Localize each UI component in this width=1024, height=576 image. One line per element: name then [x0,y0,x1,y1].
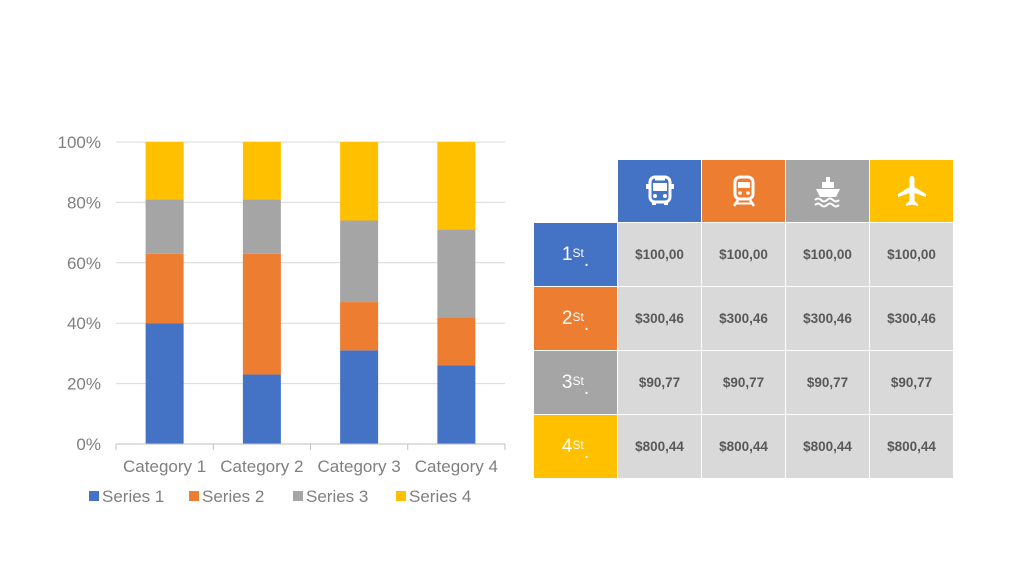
row-dot: . [583,249,590,271]
airplane-icon [895,174,929,208]
bar-segment [437,365,476,444]
price-cell: $800,44 [870,415,953,478]
row-number: 3 [561,371,573,393]
bar-segment [437,142,476,230]
price-cell: $800,44 [786,415,869,478]
price-cell: $300,46 [870,287,953,350]
x-tick-label: Category 2 [220,457,303,476]
x-tick-label: Category 1 [123,457,206,476]
y-tick-label: 0% [76,435,101,454]
price-cell: $100,00 [618,223,701,286]
row-suffix: St [572,245,584,260]
row-number: 4 [561,435,573,457]
y-tick-label: 40% [67,314,101,333]
row-header-3: 3 St. [534,351,617,414]
row-number: 1 [561,243,573,265]
airplane-column-header [870,160,953,222]
bus-column-header [618,160,701,222]
bar-segment [340,350,379,444]
y-tick-label: 20% [67,375,101,394]
row-header-4: 4 St. [534,415,617,478]
legend-swatch [396,491,406,501]
y-tick-label: 100% [58,133,101,152]
y-tick-label: 60% [67,254,101,273]
table-corner [534,160,617,222]
legend-swatch [293,491,303,501]
legend-label: Series 2 [202,487,264,506]
price-cell: $90,77 [702,351,785,414]
row-suffix: St [572,373,584,388]
price-cell: $90,77 [870,351,953,414]
bus-icon [643,174,677,208]
bar-segment [437,229,476,318]
ship-column-header [786,160,869,222]
bar-segment [340,302,379,351]
row-dot: . [583,377,590,399]
row-suffix: St [572,309,584,324]
bar-segment [340,220,379,303]
bar-segment [340,142,379,221]
bar-segment [242,253,281,375]
legend-swatch [189,491,199,501]
bar-segment [242,374,281,444]
row-suffix: St [572,437,584,452]
x-tick-label: Category 3 [318,457,401,476]
bar-segment [242,199,281,254]
stacked-bar-chart: 0% 20% 40% 60% 80% 100% Category 1 Category 2 Ca… [58,133,506,506]
price-cell: $100,00 [870,223,953,286]
price-cell: $300,46 [786,287,869,350]
legend-swatch [89,491,99,501]
train-column-header [702,160,785,222]
bar-segment [242,142,281,200]
legend-label: Series 4 [409,487,471,506]
row-dot: . [583,441,590,463]
train-icon [727,174,761,208]
price-cell: $90,77 [618,351,701,414]
legend-label: Series 3 [306,487,368,506]
price-cell: $300,46 [618,287,701,350]
bar-segment [145,253,184,324]
row-header-1: 1 St. [534,223,617,286]
price-cell: $800,44 [618,415,701,478]
price-cell: $100,00 [786,223,869,286]
bar-segment [145,142,184,200]
bar-segment [437,317,476,366]
row-number: 2 [561,307,573,329]
price-cell: $100,00 [702,223,785,286]
legend-label: Series 1 [102,487,164,506]
row-dot: . [583,313,590,335]
y-tick-label: 80% [67,193,101,212]
row-header-2: 2 St. [534,287,617,350]
price-table: 1 St. $100,00 $100,00 $100,00 $100,00 2 St… [534,160,953,478]
ship-icon [811,174,845,208]
price-cell: $90,77 [786,351,869,414]
bar-segment [145,199,184,254]
bar-segment [145,323,184,444]
price-cell: $300,46 [702,287,785,350]
x-tick-label: Category 4 [415,457,498,476]
price-cell: $800,44 [702,415,785,478]
